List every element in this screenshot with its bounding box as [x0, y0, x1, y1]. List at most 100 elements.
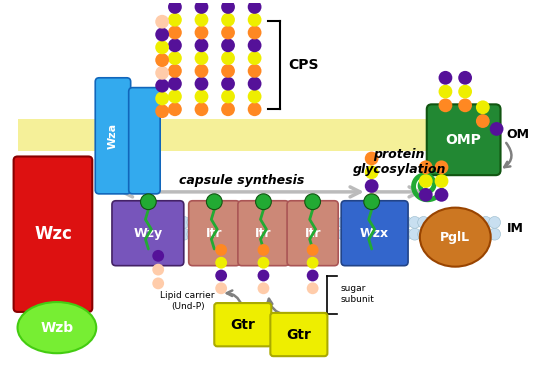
Circle shape [458, 71, 472, 85]
Text: protein
glycosylation: protein glycosylation [353, 148, 446, 176]
Text: IM: IM [507, 222, 523, 235]
Circle shape [169, 228, 181, 240]
Circle shape [205, 228, 217, 240]
Circle shape [258, 257, 270, 269]
Circle shape [462, 228, 474, 240]
Circle shape [256, 194, 271, 210]
Text: Itr: Itr [255, 227, 272, 240]
Text: Itr: Itr [304, 227, 321, 240]
Circle shape [215, 257, 227, 269]
Circle shape [355, 217, 367, 228]
Circle shape [305, 194, 321, 210]
Circle shape [196, 228, 207, 240]
Circle shape [338, 228, 349, 240]
Circle shape [285, 217, 296, 228]
Circle shape [471, 217, 483, 228]
Circle shape [320, 217, 332, 228]
FancyBboxPatch shape [214, 303, 271, 347]
Circle shape [178, 217, 190, 228]
Circle shape [168, 77, 182, 91]
Circle shape [427, 217, 438, 228]
Circle shape [155, 66, 169, 80]
Text: Gtr: Gtr [286, 328, 311, 342]
Circle shape [206, 194, 222, 210]
Circle shape [258, 244, 270, 256]
FancyBboxPatch shape [238, 201, 289, 266]
Circle shape [221, 102, 235, 116]
Circle shape [347, 217, 359, 228]
Circle shape [155, 104, 169, 118]
Circle shape [480, 228, 492, 240]
Circle shape [311, 228, 323, 240]
Circle shape [168, 13, 182, 27]
Circle shape [195, 39, 209, 52]
Circle shape [419, 160, 433, 174]
Circle shape [195, 0, 209, 14]
Circle shape [240, 228, 252, 240]
Circle shape [248, 64, 262, 78]
Circle shape [364, 194, 379, 210]
Circle shape [195, 102, 209, 116]
Circle shape [125, 228, 137, 240]
Circle shape [435, 174, 449, 188]
Circle shape [338, 217, 349, 228]
Circle shape [267, 217, 279, 228]
Circle shape [240, 217, 252, 228]
Circle shape [458, 98, 472, 112]
Circle shape [302, 228, 314, 240]
Circle shape [329, 217, 341, 228]
Circle shape [168, 26, 182, 39]
Circle shape [213, 217, 225, 228]
Circle shape [195, 89, 209, 104]
FancyBboxPatch shape [112, 201, 184, 266]
Circle shape [258, 270, 270, 282]
Circle shape [215, 270, 227, 282]
FancyBboxPatch shape [129, 88, 160, 194]
Circle shape [347, 228, 359, 240]
Circle shape [205, 217, 217, 228]
Circle shape [458, 85, 472, 98]
Circle shape [169, 217, 181, 228]
Circle shape [453, 228, 465, 240]
Circle shape [168, 0, 182, 14]
Circle shape [221, 89, 235, 104]
Circle shape [195, 26, 209, 39]
Circle shape [307, 244, 318, 256]
Circle shape [195, 77, 209, 91]
Circle shape [168, 89, 182, 104]
Circle shape [427, 228, 438, 240]
Circle shape [364, 228, 376, 240]
Circle shape [133, 217, 145, 228]
Circle shape [258, 228, 270, 240]
Text: Wzy: Wzy [134, 227, 163, 240]
Circle shape [140, 194, 156, 210]
Circle shape [152, 264, 164, 276]
Circle shape [195, 51, 209, 65]
Circle shape [365, 152, 378, 165]
FancyBboxPatch shape [189, 201, 240, 266]
Circle shape [213, 228, 225, 240]
Text: OM: OM [507, 128, 530, 141]
Circle shape [435, 160, 449, 174]
Circle shape [215, 244, 227, 256]
Text: CPS: CPS [288, 58, 318, 72]
FancyBboxPatch shape [270, 313, 327, 356]
Circle shape [155, 15, 169, 29]
Circle shape [152, 250, 164, 262]
Circle shape [267, 228, 279, 240]
Circle shape [409, 217, 421, 228]
Circle shape [307, 270, 318, 282]
Circle shape [453, 217, 465, 228]
Circle shape [160, 217, 172, 228]
Circle shape [195, 64, 209, 78]
Circle shape [221, 77, 235, 91]
Circle shape [435, 188, 449, 202]
Circle shape [418, 228, 429, 240]
FancyBboxPatch shape [427, 104, 501, 175]
Circle shape [435, 228, 447, 240]
Circle shape [215, 282, 227, 294]
Circle shape [419, 174, 433, 188]
Circle shape [168, 51, 182, 65]
Circle shape [221, 13, 235, 27]
Circle shape [187, 217, 199, 228]
